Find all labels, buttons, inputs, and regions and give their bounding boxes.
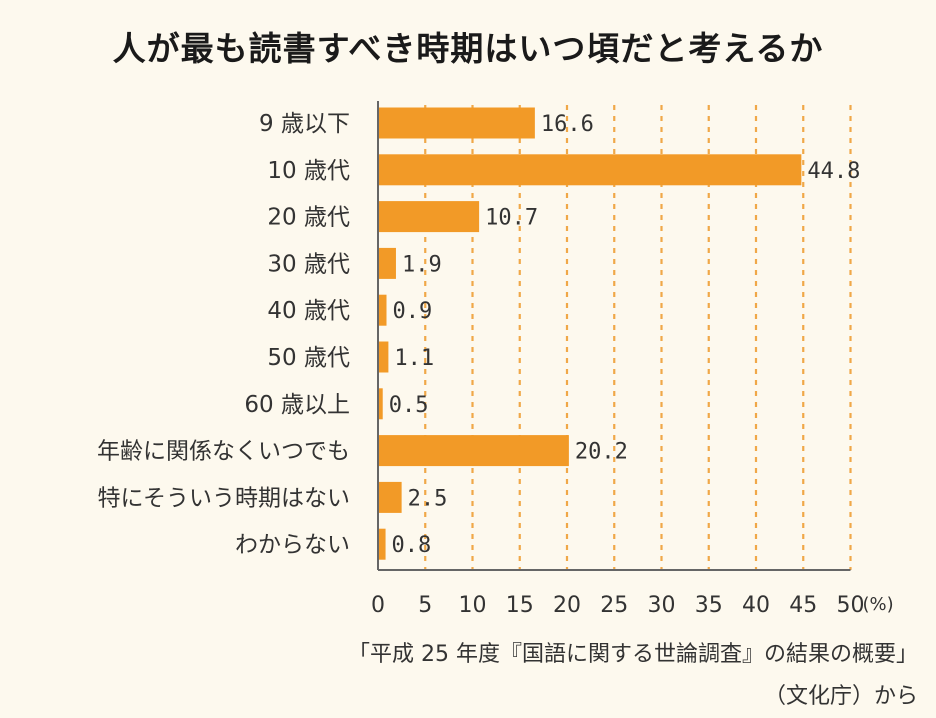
category-label: 特にそういう時期はない xyxy=(97,485,350,511)
value-label: 0.5 xyxy=(389,393,429,418)
bar xyxy=(378,388,383,420)
value-label: 20.2 xyxy=(575,440,628,465)
x-unit-label: (%) xyxy=(863,594,894,615)
bar xyxy=(378,201,480,233)
bar xyxy=(378,481,402,513)
category-label: 50 歳代 xyxy=(267,345,350,371)
value-label: 1.9 xyxy=(402,252,442,277)
source-citation: 「平成 25 年度『国語に関する世論調査』の結果の概要」 xyxy=(348,642,918,667)
bar xyxy=(378,107,535,139)
category-label: 30 歳代 xyxy=(267,251,350,277)
x-tick-label: 50 xyxy=(837,593,865,618)
value-label: 16.6 xyxy=(541,112,594,137)
category-label: 40 歳代 xyxy=(267,298,350,324)
x-tick-label: 15 xyxy=(506,593,534,618)
x-tick-label: 30 xyxy=(648,593,676,618)
x-tick-label: 10 xyxy=(459,593,487,618)
bar xyxy=(378,247,396,279)
value-label: 0.9 xyxy=(393,299,433,324)
value-label: 10.7 xyxy=(485,206,538,231)
x-tick-label: 20 xyxy=(553,593,581,618)
x-tick-label: 40 xyxy=(742,593,770,618)
value-label: 1.1 xyxy=(394,346,434,371)
bar xyxy=(378,154,802,186)
chart-title: 人が最も読書すべき時期はいつ頃だと考えるか xyxy=(112,29,824,68)
category-label: 10 歳代 xyxy=(267,158,350,184)
category-label: 60 歳以上 xyxy=(244,392,350,418)
category-label: わからない xyxy=(235,532,350,558)
x-tick-label: 0 xyxy=(371,593,385,618)
category-label: 20 歳代 xyxy=(267,205,350,231)
bar xyxy=(378,435,569,467)
source-agency: （文化庁）から xyxy=(763,684,918,709)
x-tick-label: 45 xyxy=(789,593,817,618)
value-label: 44.8 xyxy=(807,159,860,184)
value-label: 2.5 xyxy=(408,486,448,511)
x-tick-label: 25 xyxy=(600,593,628,618)
x-tick-label: 5 xyxy=(418,593,432,618)
value-label: 0.8 xyxy=(392,533,432,558)
category-label: 9 歳以下 xyxy=(259,111,350,137)
x-tick-label: 35 xyxy=(695,593,723,618)
bar xyxy=(378,294,387,326)
category-label: 年齢に関係なくいつでも xyxy=(97,439,350,465)
bar xyxy=(378,341,389,373)
bar xyxy=(378,528,386,560)
